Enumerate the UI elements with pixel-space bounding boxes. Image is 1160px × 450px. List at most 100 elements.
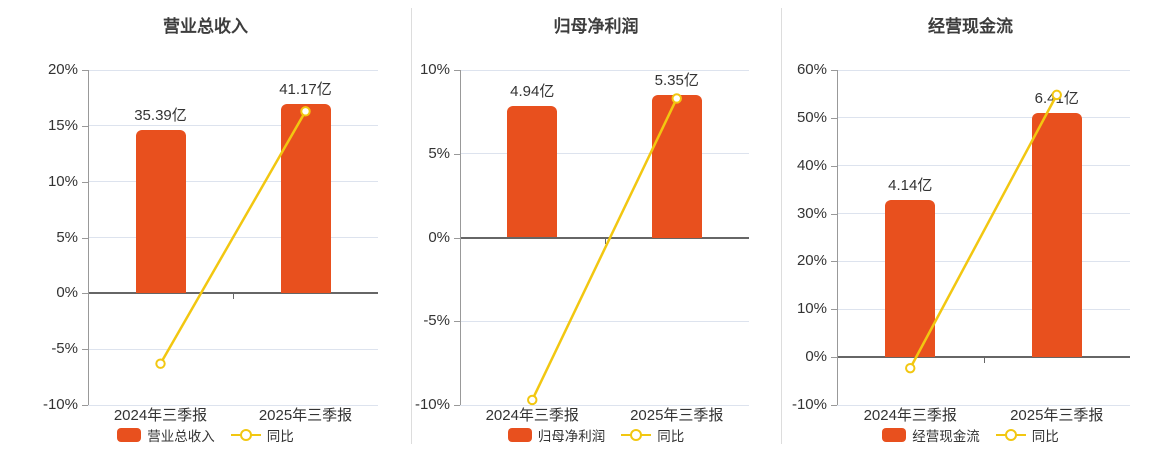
x-axis-tick bbox=[983, 358, 985, 364]
bar-legend-swatch bbox=[507, 428, 532, 442]
gridline bbox=[837, 165, 1130, 167]
y-axis-tick-label: -5% bbox=[423, 312, 450, 330]
gridline bbox=[88, 125, 378, 127]
y-axis-tick bbox=[82, 181, 88, 183]
y-axis-tick-label: -10% bbox=[414, 396, 450, 413]
x-axis-label: 2024年三季报 bbox=[863, 407, 957, 424]
gridline bbox=[460, 404, 749, 406]
bar-legend-label: 营业总收入 bbox=[147, 429, 215, 444]
chart-title: 经营现金流 bbox=[928, 17, 1013, 36]
line-legend-label: 同比 bbox=[1031, 429, 1059, 444]
x-axis-label: 2024年三季报 bbox=[485, 407, 579, 424]
y-axis-tick-label: 5% bbox=[56, 228, 78, 246]
x-axis-label: 2024年三季报 bbox=[113, 407, 208, 424]
y-axis-tick-label: -10% bbox=[791, 396, 827, 413]
plot-area: 20% 15% 10% 5% 0% -5% -10% 35.39亿 41.17亿 bbox=[0, 0, 411, 450]
line-marker bbox=[905, 362, 916, 374]
chart-title: 归母净利润 bbox=[553, 17, 639, 36]
y-axis-tick-label: 30% bbox=[796, 204, 827, 222]
y-axis-tick bbox=[831, 117, 837, 119]
y-axis-tick-label: 20% bbox=[47, 61, 78, 78]
y-axis-tick bbox=[454, 153, 460, 155]
bar-value-label: 6.41亿 bbox=[1034, 90, 1079, 108]
y-axis-tick bbox=[831, 309, 837, 311]
y-axis-tick bbox=[831, 165, 837, 167]
chart-title: 营业总收入 bbox=[163, 17, 248, 36]
x-axis-tick bbox=[233, 294, 234, 300]
y-axis-tick bbox=[831, 213, 837, 215]
bar bbox=[507, 106, 558, 238]
legend[interactable]: 营业总收入 同比 bbox=[0, 425, 411, 445]
y-axis-tick-label: -5% bbox=[51, 340, 78, 358]
x-axis-tick bbox=[604, 238, 606, 244]
line-marker bbox=[155, 358, 166, 369]
y-axis-tick-label: 50% bbox=[796, 108, 827, 126]
y-axis-tick-label: 5% bbox=[428, 144, 450, 162]
bar-legend-label: 经营现金流 bbox=[912, 429, 980, 444]
y-axis-tick bbox=[82, 125, 88, 127]
y-axis-tick bbox=[831, 261, 837, 263]
y-axis-tick bbox=[82, 237, 88, 239]
y-axis-tick-label: 10% bbox=[796, 300, 827, 318]
bar bbox=[651, 95, 702, 238]
y-axis-line bbox=[460, 70, 461, 405]
y-axis-tick-label: 0% bbox=[805, 348, 827, 366]
y-axis-tick bbox=[831, 405, 837, 406]
y-axis-tick bbox=[82, 405, 88, 406]
y-axis-tick bbox=[82, 293, 88, 295]
y-axis-tick-label: 0% bbox=[428, 228, 450, 246]
chart-panel-cash-flow: 经营现金流 60% 50% 40% 30% 20% 10% 0% -10% 4.14亿 6.41亿… bbox=[781, 0, 1160, 450]
gridline bbox=[837, 213, 1130, 215]
y-axis-tick bbox=[831, 357, 837, 359]
line-legend-marker bbox=[621, 428, 652, 442]
gridline bbox=[88, 181, 378, 183]
panel-divider bbox=[781, 8, 782, 444]
gridline bbox=[460, 69, 749, 71]
chart-panel-revenue: 营业总收入 20% 15% 10% 5% 0% -5% -10% 35.39亿 41.17亿 2… bbox=[0, 0, 411, 450]
legend[interactable]: 归母净利润 同比 bbox=[411, 425, 781, 445]
gridline bbox=[88, 348, 378, 350]
chart-panel-net-profit: 归母净利润 10% 5% 0% -5% -10% 4.94亿 5.35亿 2024年三季报 … bbox=[411, 0, 781, 450]
y-axis-tick-label: 0% bbox=[56, 284, 78, 302]
bar bbox=[885, 199, 936, 358]
bar-legend-swatch bbox=[117, 428, 142, 442]
y-axis-tick bbox=[454, 237, 460, 239]
plot-area: 10% 5% 0% -5% -10% 4.94亿 5.35亿 bbox=[411, 0, 781, 450]
legend[interactable]: 经营现金流 同比 bbox=[781, 425, 1160, 445]
gridline bbox=[837, 308, 1130, 310]
y-axis-tick-label: 15% bbox=[47, 116, 78, 134]
line-legend-marker bbox=[995, 428, 1026, 442]
bar bbox=[1031, 113, 1082, 358]
y-axis-line bbox=[88, 70, 89, 405]
yoy-line-series bbox=[527, 93, 682, 406]
y-axis-tick-label: 10% bbox=[47, 172, 78, 190]
gridline bbox=[837, 404, 1130, 406]
y-axis-tick bbox=[454, 70, 460, 71]
gridline bbox=[837, 260, 1130, 262]
gridline bbox=[88, 404, 378, 406]
x-axis-label: 2025年三季报 bbox=[1010, 407, 1104, 424]
bar bbox=[280, 103, 331, 294]
gridline bbox=[837, 117, 1130, 119]
y-axis-tick bbox=[454, 405, 460, 406]
y-axis-tick-label: 20% bbox=[796, 252, 827, 270]
gridline bbox=[460, 153, 749, 155]
x-axis-label: 2025年三季报 bbox=[258, 407, 353, 424]
bar-legend-label: 归母净利润 bbox=[537, 429, 606, 444]
y-axis-tick bbox=[82, 70, 88, 71]
bar-value-label: 5.35亿 bbox=[654, 72, 699, 90]
x-axis-label: 2025年三季报 bbox=[630, 407, 724, 424]
line-marker bbox=[527, 394, 538, 406]
line-legend-label: 同比 bbox=[657, 429, 685, 444]
line-legend-marker bbox=[230, 428, 261, 442]
bar bbox=[135, 130, 186, 294]
gridline bbox=[88, 69, 378, 71]
y-axis-tick-label: 10% bbox=[419, 61, 450, 78]
y-axis-tick bbox=[82, 349, 88, 351]
bar-legend-swatch bbox=[882, 428, 907, 442]
y-axis-tick bbox=[454, 321, 460, 323]
gridline bbox=[460, 320, 749, 322]
y-axis-tick-label: 40% bbox=[796, 156, 827, 174]
bar-value-label: 35.39亿 bbox=[134, 107, 187, 125]
